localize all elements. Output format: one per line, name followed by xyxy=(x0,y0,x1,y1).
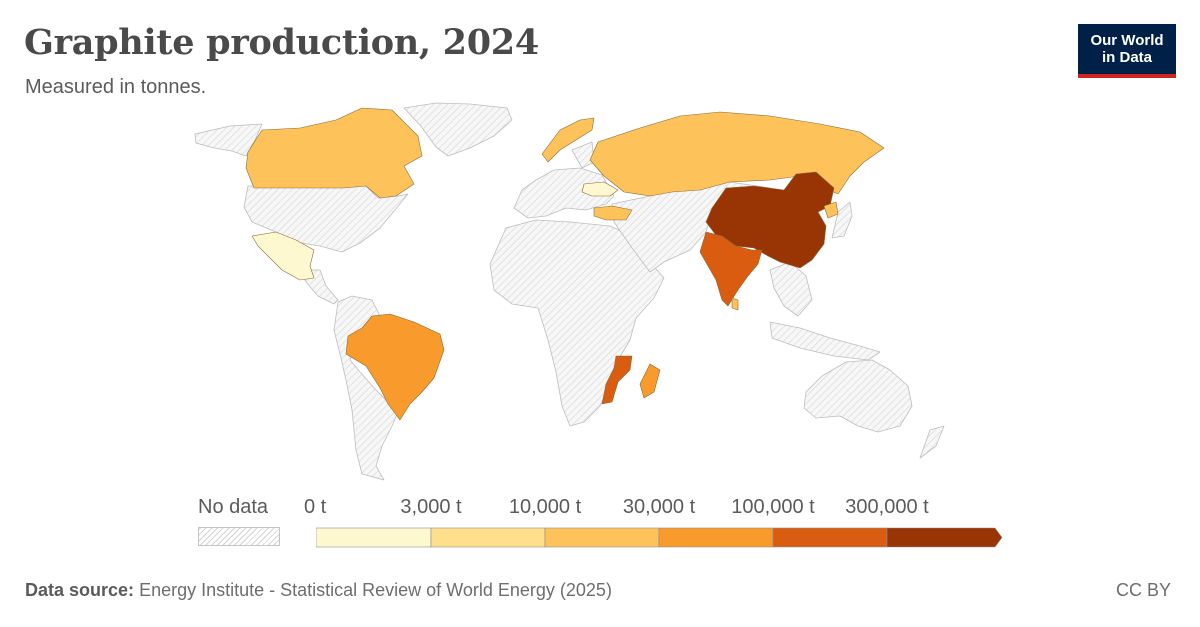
country-turkey[interactable] xyxy=(593,205,633,221)
country-norway[interactable] xyxy=(541,117,595,163)
region-europe[interactable] xyxy=(513,167,615,219)
chart-title: Graphite production, 2024 xyxy=(24,22,539,63)
region-greenland[interactable] xyxy=(403,102,513,157)
legend-bin-3[interactable] xyxy=(658,527,774,548)
country-canada[interactable] xyxy=(245,107,423,199)
region-southeast-asia[interactable] xyxy=(769,261,813,317)
region-indonesia[interactable] xyxy=(769,321,881,361)
country-china[interactable] xyxy=(705,171,835,269)
country-mexico[interactable] xyxy=(251,231,315,281)
region-scandinavia[interactable] xyxy=(571,141,595,169)
logo-line-2: in Data xyxy=(1101,49,1152,66)
legend-no-data-swatch[interactable] xyxy=(198,527,280,546)
country-madagascar[interactable] xyxy=(639,363,661,399)
country-brazil[interactable] xyxy=(345,313,445,421)
legend-tick-1: 3,000 t xyxy=(400,496,462,518)
legend-tick-3: 30,000 t xyxy=(622,496,696,518)
country-north-korea[interactable] xyxy=(823,201,839,219)
legend-bin-4[interactable] xyxy=(772,527,888,548)
region-australia[interactable] xyxy=(803,359,913,433)
data-source-label: Data source: xyxy=(25,580,135,600)
legend-tick-5: 300,000 t xyxy=(845,496,929,518)
region-japan[interactable] xyxy=(831,201,853,239)
logo-line-1: Our World xyxy=(1090,32,1164,49)
country-india[interactable] xyxy=(699,231,763,307)
country-ukraine[interactable] xyxy=(581,181,619,197)
legend-bin-2[interactable] xyxy=(544,527,660,548)
legend-bin-0[interactable] xyxy=(316,527,432,548)
country-sri-lanka[interactable] xyxy=(731,297,739,311)
legend-bin-5[interactable] xyxy=(886,527,1003,548)
data-source-text: Energy Institute - Statistical Review of… xyxy=(139,580,612,600)
region-alaska-usa[interactable] xyxy=(194,123,263,157)
chart-subtitle: Measured in tonnes. xyxy=(25,76,207,98)
legend-no-data-label: No data xyxy=(198,496,269,518)
legend-tick-0: 0 t xyxy=(304,496,327,518)
legend-color-scale xyxy=(316,527,1003,548)
region-new-zealand[interactable] xyxy=(919,425,945,459)
legend-tick-2: 10,000 t xyxy=(508,496,582,518)
legend-bin-1[interactable] xyxy=(430,527,546,548)
country-mozambique[interactable] xyxy=(601,355,633,405)
data-source: Data source: Energy Institute - Statisti… xyxy=(25,580,612,601)
owid-logo[interactable]: Our World in Data xyxy=(1078,24,1176,78)
license-label[interactable]: CC BY xyxy=(1115,580,1171,600)
legend-tick-4: 100,000 t xyxy=(731,496,815,518)
